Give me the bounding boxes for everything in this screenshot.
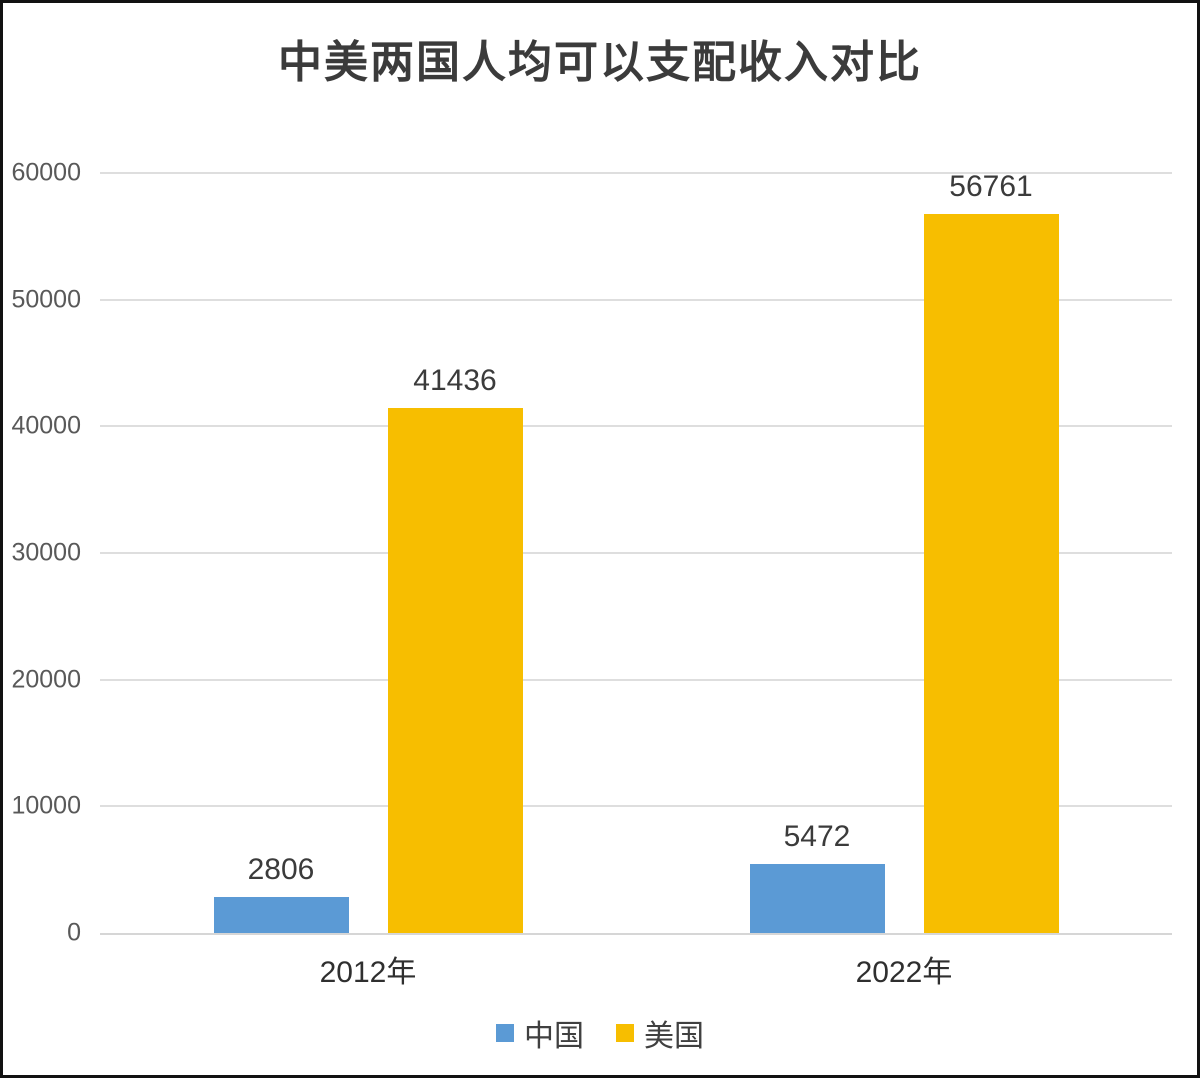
gridline: [100, 298, 1172, 301]
y-tick-label: 20000: [11, 665, 81, 694]
bar-series-1-cat-0: 41436: [387, 364, 523, 933]
legend: 中国 美国: [3, 1011, 1197, 1055]
gridline: [100, 805, 1172, 808]
bar-series-1-cat-1: 56761: [923, 170, 1059, 933]
gridline: [100, 425, 1172, 428]
legend-swatch-icon: [496, 1024, 514, 1042]
x-category-label: 2022年: [855, 956, 953, 989]
legend-item-1: 美国: [616, 1011, 704, 1055]
legend-swatch-icon: [616, 1024, 634, 1042]
bar-value-label: 5472: [783, 819, 851, 853]
y-tick-label: 0: [67, 918, 81, 947]
legend-label-0: 中国: [524, 1020, 584, 1053]
bar-series-0-cat-1: 5472: [749, 820, 885, 933]
y-tick-label: 30000: [11, 538, 81, 567]
legend-item-0: 中国: [496, 1011, 584, 1055]
gridline: [100, 552, 1172, 554]
chart-title: 中美两国人均可以支配收入对比: [278, 38, 922, 87]
bar-value-label: 41436: [413, 364, 497, 398]
bar-value-label: 2806: [247, 853, 315, 887]
y-tick-label: 50000: [11, 285, 81, 314]
legend-label-1: 美国: [644, 1020, 704, 1053]
plot-area: 2806 41436 5472 56761: [100, 170, 1172, 935]
y-tick-label: 40000: [11, 411, 81, 440]
gridline: [100, 172, 1172, 174]
y-tick-label: 10000: [11, 791, 81, 820]
bar-series-0-cat-0: 2806: [213, 853, 349, 933]
gridline: [100, 678, 1172, 681]
x-axis: 2012年 2022年: [100, 947, 1172, 989]
x-category-label: 2012年: [319, 956, 417, 989]
y-axis: 0 10000 20000 30000 40000 50000 60000: [3, 159, 81, 947]
y-tick-label: 60000: [11, 158, 81, 187]
bar-value-label: 56761: [949, 170, 1033, 204]
